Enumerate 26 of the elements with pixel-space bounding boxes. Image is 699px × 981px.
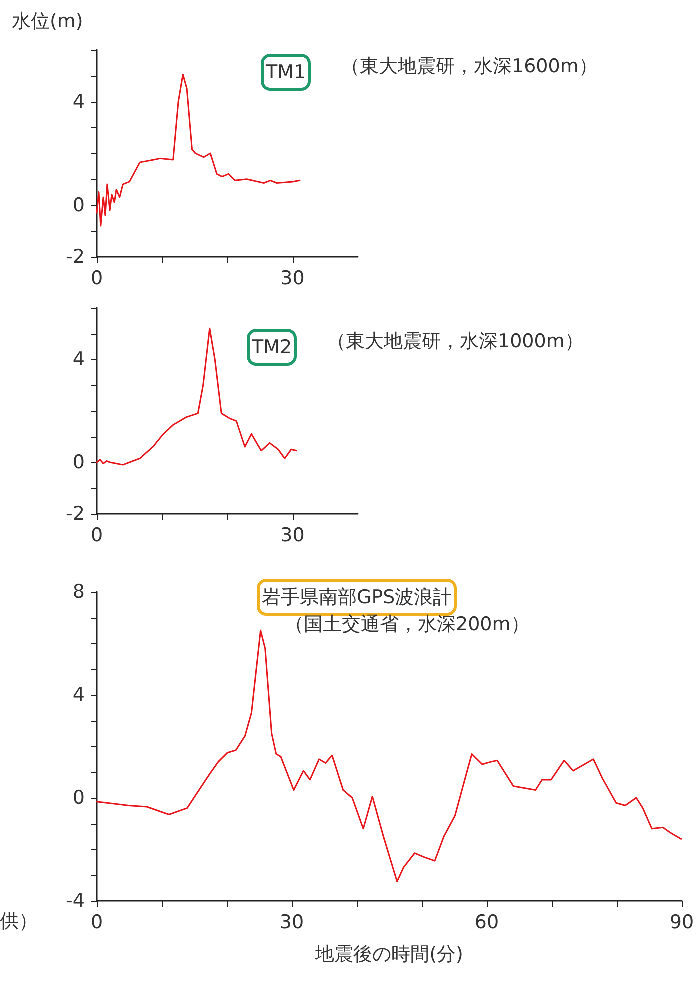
y-tick-label: 4	[72, 90, 85, 113]
x-tick-label: 90	[670, 912, 694, 934]
x-tick-label: 0	[90, 912, 104, 934]
x-tick-label: 30	[280, 268, 305, 290]
y-tick-label: 4	[72, 348, 85, 370]
y-tick-label: 0	[72, 787, 85, 809]
text: TM2	[251, 336, 292, 358]
text: TM1	[265, 62, 306, 84]
text: （東大地震研，水深1600m）	[341, 56, 598, 78]
chart-title: 岩手県南部GPS波浪計	[262, 586, 452, 608]
y-tick-label: 0	[72, 452, 85, 474]
y-tick-label: -2	[66, 503, 85, 525]
text: （国土交通省，水深200m）	[285, 614, 530, 636]
text: （東大地震研，水深1000m）	[327, 330, 584, 352]
x-tick-label: 60	[474, 912, 500, 934]
y-tick-label: -2	[66, 246, 85, 268]
y-tick-label: -4	[66, 890, 85, 912]
y-tick-label: 8	[72, 581, 85, 603]
x-axis-title: 地震後の時間(分)	[314, 944, 464, 966]
y-tick-label: 4	[72, 684, 85, 706]
line-series	[96, 328, 298, 466]
y-tick-label: 0	[72, 194, 85, 216]
x-tick-label: 30	[280, 912, 304, 934]
text: 供）	[0, 910, 38, 932]
y-axis-title: 水位(m)	[12, 10, 84, 32]
x-tick-label: 30	[280, 524, 305, 546]
